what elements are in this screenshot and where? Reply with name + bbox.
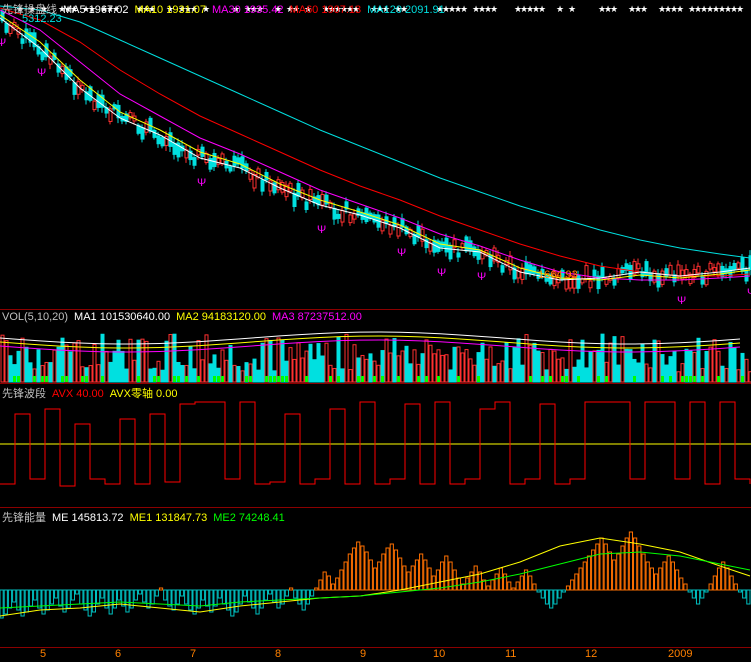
indicator-name: 先锋波段 bbox=[2, 388, 46, 400]
svg-text:★: ★ bbox=[490, 4, 498, 14]
wave-header: 先锋波段 AVX 40.00 AVX零轴 0.00 bbox=[2, 385, 183, 401]
ma-label-2: MA30 1935.42 bbox=[212, 4, 284, 16]
indicator-name: VOL(5,10,20) bbox=[2, 311, 68, 323]
svg-text:Ψ: Ψ bbox=[0, 37, 6, 49]
svg-text:Ψ: Ψ bbox=[437, 267, 446, 279]
svg-text:★: ★ bbox=[610, 4, 618, 14]
x-tick-8: 2009 bbox=[668, 648, 692, 660]
x-tick-6: 11 bbox=[505, 648, 516, 660]
svg-text:Ψ: Ψ bbox=[37, 67, 46, 79]
svg-text:Ψ: Ψ bbox=[477, 271, 486, 283]
x-tick-1: 6 bbox=[115, 648, 121, 660]
svg-text:Ψ: Ψ bbox=[747, 287, 751, 299]
price-panel: 先锋操盘线 MA5 1967.02 MA10 1931.07 MA30 1935.42… bbox=[0, 0, 751, 310]
price-chart: ★★★★★★★★★★★★★★★★★★★★★★★★★★★★★★★★★★★★★★★★… bbox=[0, 0, 751, 310]
energy-chart bbox=[0, 508, 751, 648]
ma-label-1: ME1 131847.73 bbox=[130, 512, 208, 524]
svg-text:★: ★ bbox=[556, 4, 564, 14]
svg-text:★: ★ bbox=[640, 4, 648, 14]
svg-text:★: ★ bbox=[568, 4, 576, 14]
svg-text:1664.93: 1664.93 bbox=[538, 269, 578, 281]
indicator-name: 先锋能量 bbox=[2, 512, 46, 524]
ma-label-1: AVX零轴 0.00 bbox=[110, 388, 178, 400]
svg-text:★: ★ bbox=[676, 4, 684, 14]
svg-text:Ψ: Ψ bbox=[317, 224, 326, 236]
price-header: 先锋操盘线 MA5 1967.02 MA10 1931.07 MA30 1935.42… bbox=[2, 1, 451, 17]
ma-label-0: MA1 101530640.00 bbox=[74, 311, 170, 323]
volume-panel: VOL(5,10,20) MA1 101530640.00 MA2 94183120… bbox=[0, 310, 751, 384]
ma-label-1: MA10 1931.07 bbox=[134, 4, 206, 16]
svg-text:★: ★ bbox=[736, 4, 744, 14]
x-tick-5: 10 bbox=[433, 648, 445, 660]
ma-label-0: ME 145813.72 bbox=[52, 512, 124, 524]
svg-text:Ψ: Ψ bbox=[197, 177, 206, 189]
energy-header: 先锋能量 ME 145813.72 ME1 131847.73 ME2 74248.4… bbox=[2, 509, 291, 525]
svg-text:Ψ: Ψ bbox=[677, 295, 686, 307]
x-tick-2: 7 bbox=[190, 648, 196, 660]
ma-label-2: MA3 87237512.00 bbox=[272, 311, 362, 323]
x-axis: 5 6 7 8 9 10 11 12 2009 bbox=[0, 648, 751, 662]
x-tick-0: 5 bbox=[40, 648, 46, 660]
x-tick-7: 12 bbox=[585, 648, 597, 660]
wave-panel: 先锋波段 AVX 40.00 AVX零轴 0.00 bbox=[0, 384, 751, 508]
indicator-name: 先锋操盘线 bbox=[2, 4, 57, 16]
energy-panel: 先锋能量 ME 145813.72 ME1 131847.73 ME2 74248.4… bbox=[0, 508, 751, 648]
volume-header: VOL(5,10,20) MA1 101530640.00 MA2 94183120… bbox=[2, 311, 368, 323]
svg-text:★: ★ bbox=[460, 4, 468, 14]
ma-label-2: ME2 74248.41 bbox=[213, 512, 285, 524]
x-tick-4: 9 bbox=[360, 648, 366, 660]
ma-label-0: AVX 40.00 bbox=[52, 388, 104, 400]
ma-label-4: MA120 2091.91 bbox=[367, 4, 445, 16]
wave-chart bbox=[0, 384, 751, 508]
x-tick-3: 8 bbox=[275, 648, 281, 660]
ma-label-1: MA2 94183120.00 bbox=[176, 311, 266, 323]
ma-label-0: MA5 1967.02 bbox=[63, 4, 128, 16]
ma-label-3: MA60 1907.13 bbox=[290, 4, 362, 16]
svg-text:Ψ: Ψ bbox=[397, 247, 406, 259]
svg-text:★: ★ bbox=[538, 4, 546, 14]
